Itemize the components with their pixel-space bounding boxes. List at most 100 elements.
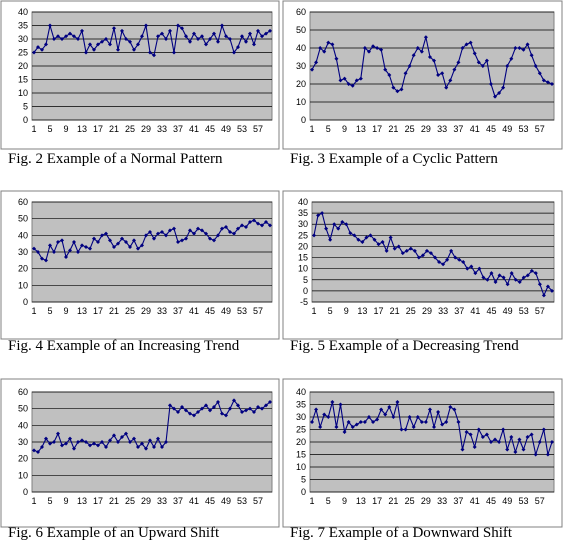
x-tick-label: 33 (437, 124, 447, 134)
data-point (96, 240, 100, 244)
data-point (379, 407, 384, 412)
data-point (184, 34, 188, 39)
data-point (40, 47, 44, 52)
data-point (252, 410, 256, 414)
data-point (252, 42, 256, 47)
x-tick-label: 21 (388, 496, 398, 506)
data-point (44, 258, 48, 263)
series-line (33, 399, 271, 453)
data-point (383, 67, 388, 72)
data-point (513, 46, 518, 50)
data-point (350, 425, 355, 429)
y-tick-label: 10 (296, 97, 306, 107)
y-tick-label: 20 (298, 241, 308, 251)
data-point (322, 49, 327, 54)
data-point (32, 50, 36, 55)
data-point (312, 233, 317, 238)
data-point (440, 71, 445, 76)
x-tick-label: 21 (390, 306, 400, 316)
data-point (399, 87, 404, 92)
data-point (160, 31, 164, 36)
data-point (392, 246, 397, 251)
data-point (334, 425, 339, 429)
data-point (448, 405, 453, 409)
chart-panel-normal: 0 5 10 15 20 25 30 35 40 1 5 9 13 17 21 25 29 33 37 41 45 49 5… (0, 0, 282, 175)
data-point (340, 220, 345, 224)
data-point (232, 50, 236, 55)
x-tick-label: 41 (189, 496, 199, 506)
data-point (256, 221, 260, 226)
chart-increasing-trend: 0 10 20 30 40 50 60 1 5 9 13 17 21 25 29 33 37 41 45 49 53 57 (0, 190, 280, 340)
x-tick-label: 1 (310, 496, 315, 506)
data-point (260, 223, 264, 228)
data-point (212, 31, 216, 36)
data-point (40, 445, 44, 449)
data-point (152, 53, 156, 58)
data-point (140, 243, 144, 248)
data-point (444, 85, 449, 90)
data-point (533, 452, 538, 457)
data-point (533, 271, 538, 276)
data-point (232, 231, 236, 236)
x-tick-label: 29 (422, 306, 432, 316)
data-point (212, 238, 216, 243)
data-point (525, 435, 530, 439)
data-point (100, 39, 104, 44)
data-point (216, 39, 220, 44)
y-tick-label: 0 (23, 487, 28, 497)
data-point (172, 226, 176, 231)
data-point (152, 236, 156, 241)
data-point (326, 415, 331, 419)
x-tick-label: 33 (438, 306, 448, 316)
y-tick-label: 40 (18, 7, 28, 17)
data-point (415, 46, 420, 50)
y-tick-label: 30 (18, 437, 28, 447)
data-point (224, 225, 228, 229)
data-point (264, 31, 268, 36)
y-tick-label: 10 (298, 264, 308, 274)
data-point (342, 430, 347, 434)
data-point (160, 445, 164, 449)
data-point (192, 413, 196, 418)
x-tick-label: 13 (77, 496, 87, 506)
data-point (68, 248, 72, 253)
data-point (541, 78, 546, 83)
data-point (148, 438, 152, 443)
data-point (260, 406, 264, 411)
x-tick-label: 5 (326, 124, 331, 134)
x-tick-label: 57 (253, 124, 263, 134)
data-point (220, 23, 224, 28)
x-tick-label: 49 (502, 496, 512, 506)
data-point (541, 427, 546, 432)
data-point (505, 282, 510, 287)
x-tick-label: 33 (437, 496, 447, 506)
data-point (76, 440, 80, 444)
data-point (472, 51, 477, 56)
data-point (346, 82, 351, 86)
data-point (396, 244, 401, 249)
data-point (419, 420, 424, 424)
data-point (104, 445, 108, 449)
data-point (545, 80, 550, 85)
data-point (371, 420, 376, 424)
data-point (92, 47, 96, 52)
x-tick-label: 5 (47, 496, 52, 506)
data-point (449, 248, 454, 253)
data-point (192, 231, 196, 236)
x-tick-label: 37 (173, 306, 183, 316)
data-point (436, 410, 441, 414)
data-point (318, 425, 323, 429)
x-tick-label: 5 (47, 306, 52, 316)
data-point (88, 246, 92, 251)
data-point (441, 262, 446, 267)
data-point (521, 447, 526, 452)
data-point (180, 26, 184, 31)
data-point (545, 452, 550, 457)
data-point (460, 46, 465, 50)
data-point (517, 437, 522, 442)
data-point (338, 78, 343, 83)
y-tick-label: 50 (296, 25, 306, 35)
data-point (314, 60, 319, 65)
data-point (116, 241, 120, 246)
x-tick-label: 41 (189, 124, 199, 134)
